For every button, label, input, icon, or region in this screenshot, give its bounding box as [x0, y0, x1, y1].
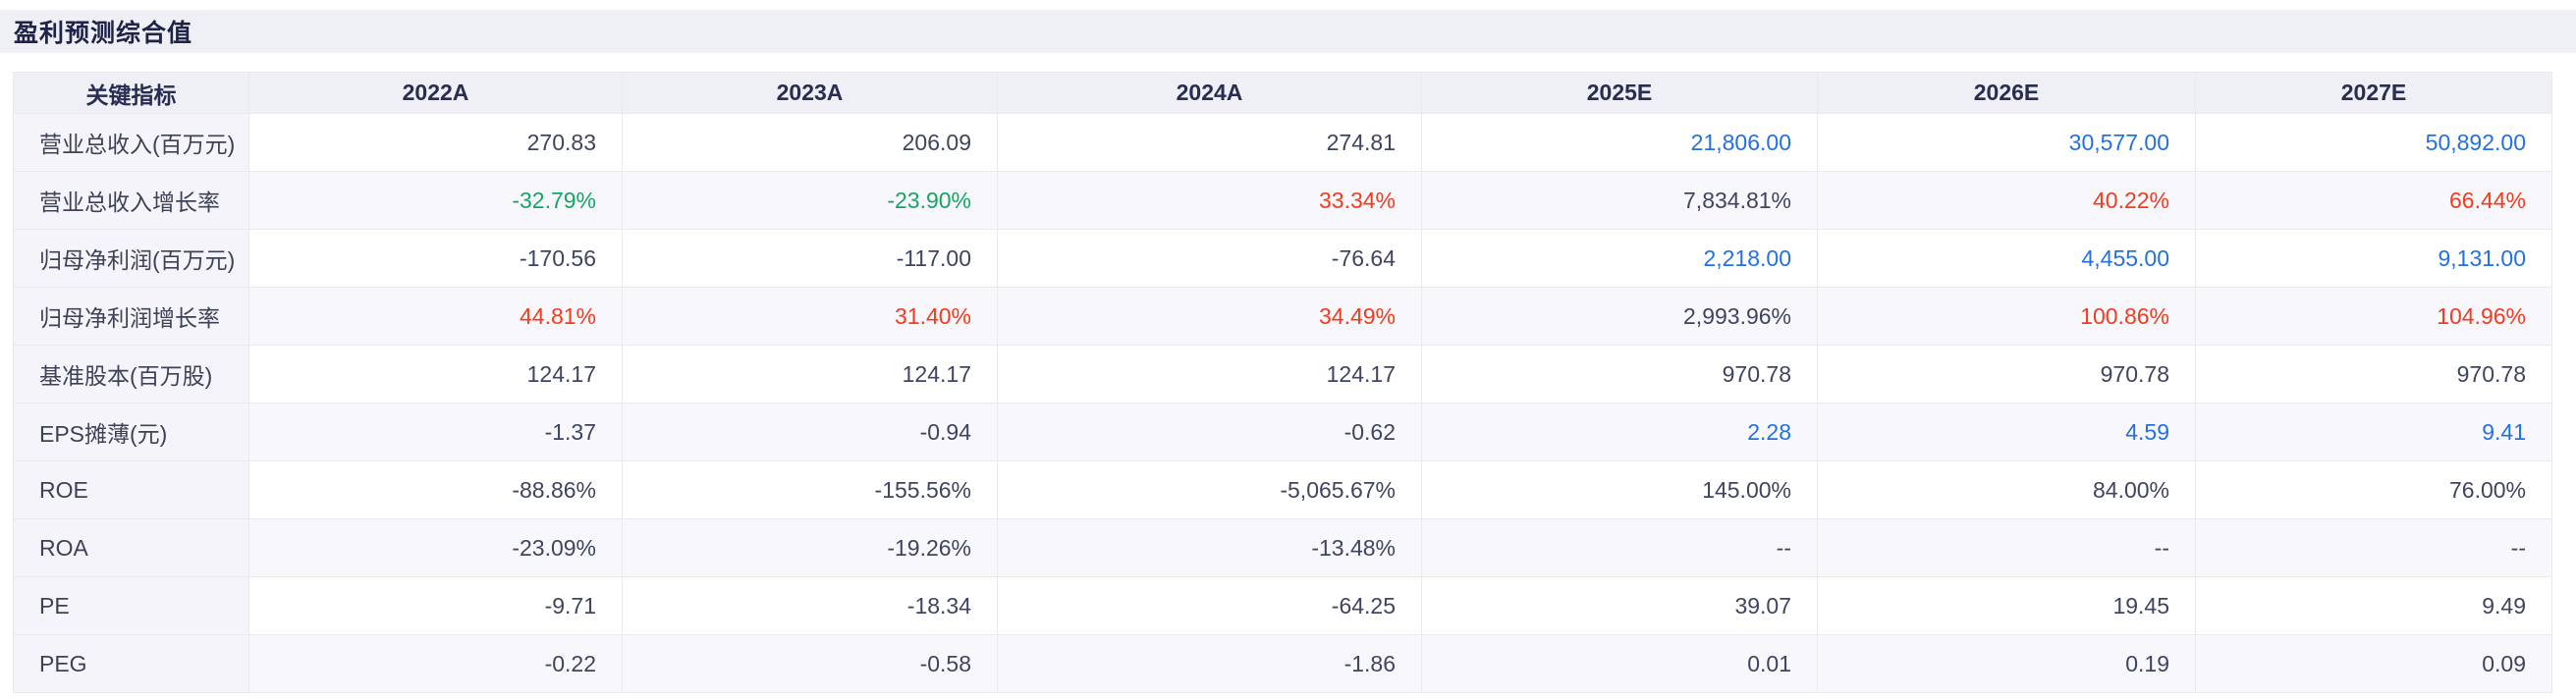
row-label: 归母净利润(百万元) [13, 229, 249, 288]
value-cell: 2,218.00 [1421, 229, 1818, 288]
value-cell: 21,806.00 [1421, 113, 1818, 172]
forecast-table-container: 关键指标 2022A 2023A 2024A 2025E 2026E 2027E 营业总收入… [13, 72, 2552, 693]
value-cell: -0.94 [622, 403, 998, 461]
value-cell: -23.90% [622, 171, 998, 230]
table-body: 营业总收入(百万元) 270.83 206.09 274.81 21,806.00 30,… [13, 113, 2552, 693]
value-cell: 270.83 [248, 113, 623, 172]
value-cell: 39.07 [1421, 576, 1818, 635]
forecast-table: 关键指标 2022A 2023A 2024A 2025E 2026E 2027E 营业总收入… [13, 72, 2552, 693]
value-cell: 50,892.00 [2195, 113, 2552, 172]
value-cell: 9,131.00 [2195, 229, 2552, 288]
section-title: 盈利预测综合值 [14, 20, 193, 47]
value-cell: 124.17 [248, 345, 623, 404]
column-header-2023A: 2023A [622, 72, 998, 114]
value-cell: 0.19 [1817, 634, 2196, 693]
value-cell: -- [1817, 518, 2196, 577]
value-cell: -170.56 [248, 229, 623, 288]
column-header-indicator: 关键指标 [13, 72, 249, 114]
column-header-2022A: 2022A [248, 72, 623, 114]
value-cell: -76.64 [997, 229, 1422, 288]
row-label: 归母净利润增长率 [13, 287, 249, 346]
value-cell: -64.25 [997, 576, 1422, 635]
value-cell: -117.00 [622, 229, 998, 288]
value-cell: -13.48% [997, 518, 1422, 577]
value-cell: 33.34% [997, 171, 1422, 230]
value-cell: 4,455.00 [1817, 229, 2196, 288]
table-row: ROE -88.86% -155.56% -5,065.67% 145.00% 84.00… [13, 460, 2552, 519]
value-cell: 76.00% [2195, 460, 2552, 519]
value-cell: 2.28 [1421, 403, 1818, 461]
row-label: PEG [13, 634, 249, 693]
row-label: 营业总收入(百万元) [13, 113, 249, 172]
table-header-row: 关键指标 2022A 2023A 2024A 2025E 2026E 2027E [13, 72, 2552, 114]
value-cell: 19.45 [1817, 576, 2196, 635]
value-cell: -0.22 [248, 634, 623, 693]
value-cell: 970.78 [1421, 345, 1818, 404]
row-label: ROA [13, 518, 249, 577]
table-row: 营业总收入(百万元) 270.83 206.09 274.81 21,806.00 30,… [13, 113, 2552, 172]
value-cell: 9.41 [2195, 403, 2552, 461]
value-cell: 100.86% [1817, 287, 2196, 346]
table-row: PEG -0.22 -0.58 -1.86 0.01 0.19 0.09 [13, 634, 2552, 693]
value-cell: -32.79% [248, 171, 623, 230]
table-row: 基准股本(百万股) 124.17 124.17 124.17 970.78 970.78 9… [13, 345, 2552, 404]
value-cell: 40.22% [1817, 171, 2196, 230]
row-label: 基准股本(百万股) [13, 345, 249, 404]
value-cell: -0.62 [997, 403, 1422, 461]
value-cell: 0.09 [2195, 634, 2552, 693]
value-cell: 7,834.81% [1421, 171, 1818, 230]
column-header-2027E: 2027E [2195, 72, 2552, 114]
row-label: 营业总收入增长率 [13, 171, 249, 230]
table-row: ROA -23.09% -19.26% -13.48% -- -- -- [13, 518, 2552, 577]
value-cell: -9.71 [248, 576, 623, 635]
value-cell: -155.56% [622, 460, 998, 519]
section-title-bar: 盈利预测综合值 [0, 10, 2576, 53]
value-cell: 124.17 [997, 345, 1422, 404]
column-header-2024A: 2024A [997, 72, 1422, 114]
value-cell: 34.49% [997, 287, 1422, 346]
row-label: EPS摊薄(元) [13, 403, 249, 461]
table-row: 营业总收入增长率 -32.79% -23.90% 33.34% 7,834.81% 40.… [13, 171, 2552, 230]
table-row: 归母净利润(百万元) -170.56 -117.00 -76.64 2,218.00 4,… [13, 229, 2552, 288]
value-cell: -- [1421, 518, 1818, 577]
column-header-2025E: 2025E [1421, 72, 1818, 114]
value-cell: -18.34 [622, 576, 998, 635]
value-cell: -- [2195, 518, 2552, 577]
value-cell: 9.49 [2195, 576, 2552, 635]
value-cell: -88.86% [248, 460, 623, 519]
value-cell: 970.78 [2195, 345, 2552, 404]
value-cell: 0.01 [1421, 634, 1818, 693]
value-cell: 145.00% [1421, 460, 1818, 519]
value-cell: 2,993.96% [1421, 287, 1818, 346]
value-cell: -1.86 [997, 634, 1422, 693]
table-row: EPS摊薄(元) -1.37 -0.94 -0.62 2.28 4.59 9.41 [13, 403, 2552, 461]
value-cell: 4.59 [1817, 403, 2196, 461]
value-cell: 31.40% [622, 287, 998, 346]
value-cell: 84.00% [1817, 460, 2196, 519]
column-header-2026E: 2026E [1817, 72, 2196, 114]
value-cell: -5,065.67% [997, 460, 1422, 519]
value-cell: 66.44% [2195, 171, 2552, 230]
value-cell: 206.09 [622, 113, 998, 172]
value-cell: 30,577.00 [1817, 113, 2196, 172]
value-cell: 124.17 [622, 345, 998, 404]
value-cell: 274.81 [997, 113, 1422, 172]
value-cell: 970.78 [1817, 345, 2196, 404]
row-label: PE [13, 576, 249, 635]
value-cell: -1.37 [248, 403, 623, 461]
row-label: ROE [13, 460, 249, 519]
value-cell: 44.81% [248, 287, 623, 346]
value-cell: -19.26% [622, 518, 998, 577]
table-row: 归母净利润增长率 44.81% 31.40% 34.49% 2,993.96% 100.8… [13, 287, 2552, 346]
value-cell: 104.96% [2195, 287, 2552, 346]
value-cell: -0.58 [622, 634, 998, 693]
value-cell: -23.09% [248, 518, 623, 577]
table-row: PE -9.71 -18.34 -64.25 39.07 19.45 9.49 [13, 576, 2552, 635]
